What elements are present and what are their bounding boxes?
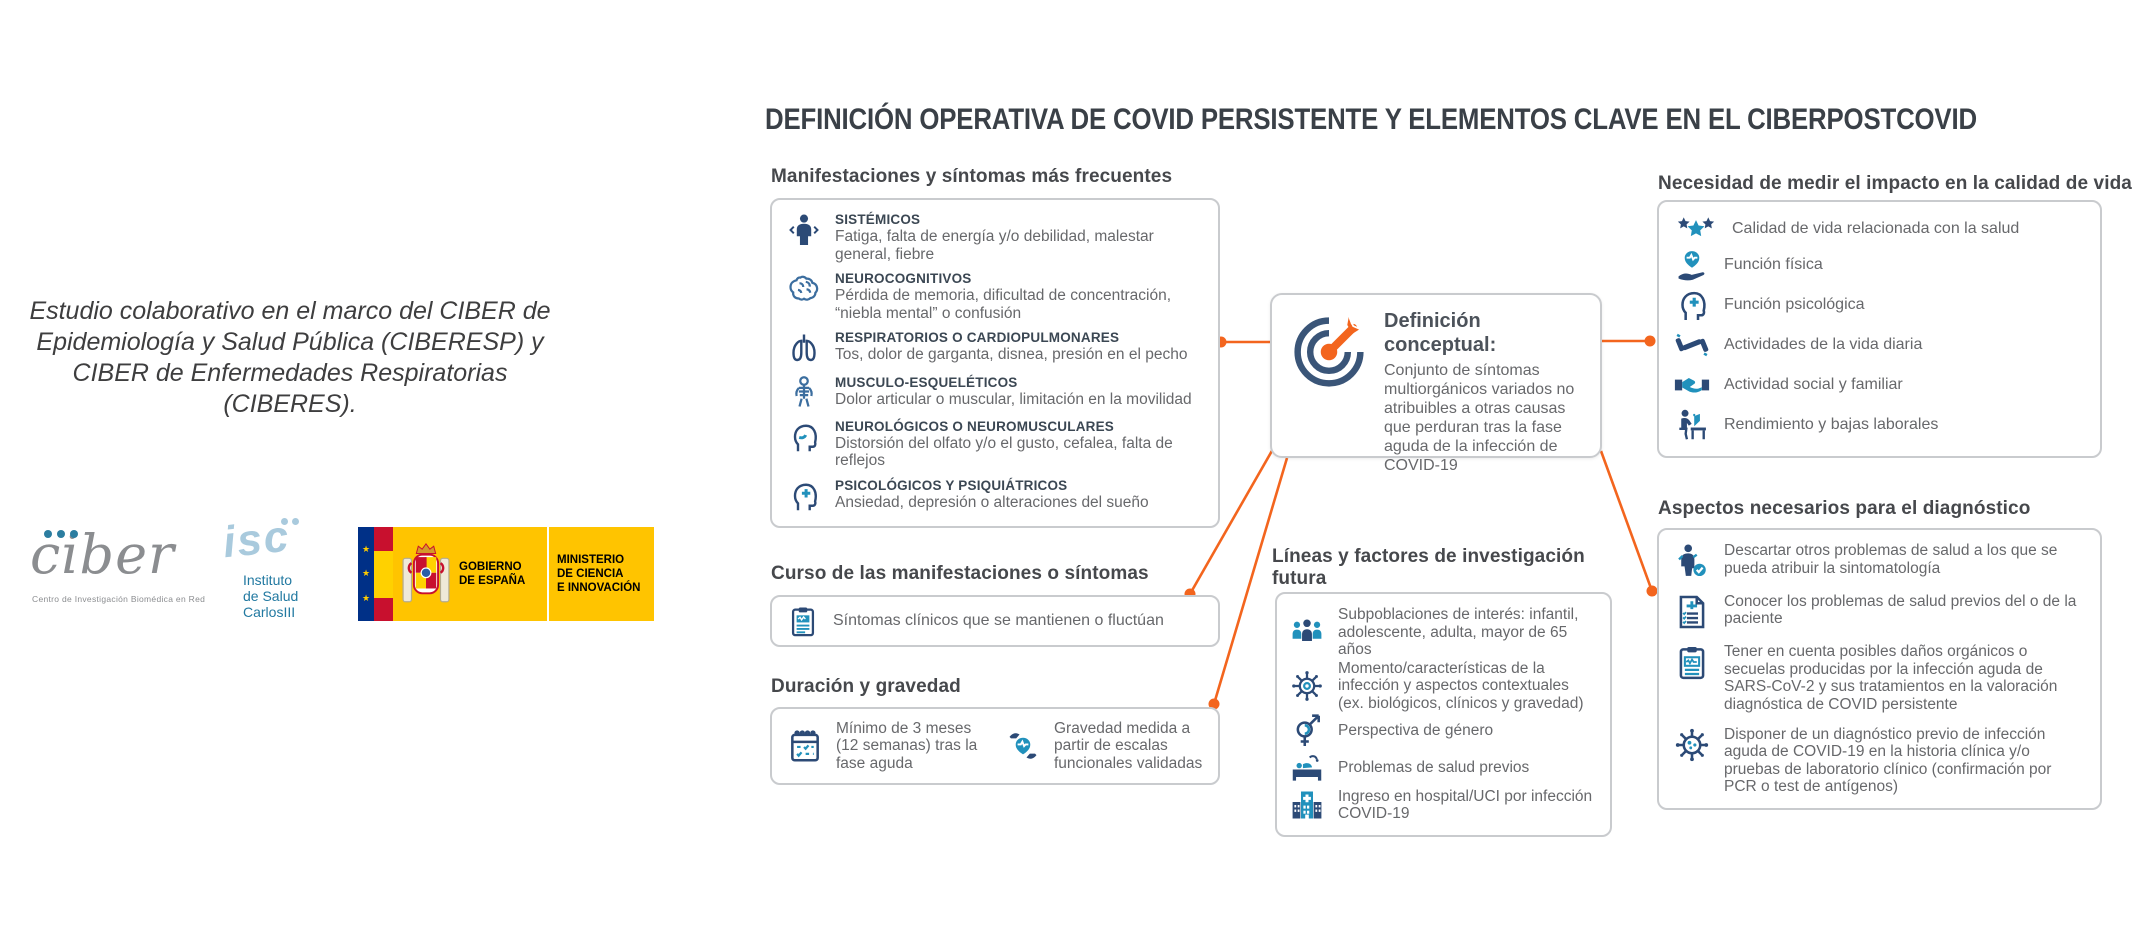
ciber-tagline: Centro de Investigación Biomédica en Red <box>32 594 206 604</box>
symptom-desc: Fatiga, falta de energía y/o debilidad, … <box>835 228 1154 263</box>
section-header-curso: Curso de las manifestaciones o síntomas <box>771 563 1149 584</box>
ciber-logo-dots <box>44 530 78 538</box>
list-item: NEUROCOGNITIVOS Pérdida de memoria, difi… <box>786 271 1204 322</box>
necesidad-box: Calidad de vida relacionada con la salud… <box>1657 200 2102 458</box>
list-item: Función psicológica <box>1673 286 2086 324</box>
symptom-label: MUSCULO-ESQUELÉTICOS <box>835 374 1018 390</box>
definicion-conceptual-box: Definición conceptual: Conjunto de sínto… <box>1270 293 1602 474</box>
list-item: Problemas de salud previos <box>1289 750 1598 786</box>
list-item: Disponer de un diagnóstico previo de inf… <box>1673 726 2086 796</box>
symptom-label: RESPIRATORIOS O CARDIOPULMONARES <box>835 330 1120 346</box>
list-item: Subpoblaciones de interés: infantil, ado… <box>1289 606 1598 659</box>
symptom-label: SISTÉMICOS <box>835 212 921 227</box>
list-item: Conocer los problemas de salud previos d… <box>1673 593 2086 631</box>
curso-box: Síntomas clínicos que se mantienen o flu… <box>770 595 1220 647</box>
brain-icon <box>786 271 822 307</box>
list-item: Perspectiva de género <box>1289 713 1598 749</box>
duracion-box: Mínimo de 3 meses (12 semanas) tras la f… <box>770 707 1220 785</box>
person-check-icon <box>1673 542 1711 580</box>
aspectos-box: Descartar otros problemas de salud a los… <box>1657 528 2102 810</box>
spain-flag <box>374 527 393 621</box>
section-header-duracion: Duración y gravedad <box>771 676 961 697</box>
document-plus-icon <box>1673 593 1711 631</box>
dumbbell-icon <box>1673 326 1711 364</box>
calendar-check-icon <box>786 727 824 765</box>
symptom-label: PSICOLÓGICOS Y PSIQUIÁTRICOS <box>835 477 1068 493</box>
list-item: Mínimo de 3 meses (12 semanas) tras la f… <box>786 720 986 773</box>
list-item: Actividad social y familiar <box>1673 366 2086 404</box>
head-psychology-icon <box>1673 286 1711 324</box>
section-header-necesidad: Necesidad de medir el impacto en la cali… <box>1658 173 2132 194</box>
list-item: Descartar otros problemas de salud a los… <box>1673 542 2086 580</box>
gender-icon <box>1289 713 1325 749</box>
clipboard-chart-icon <box>786 604 820 638</box>
flag-blue-stripe: ★ ★ ★ <box>358 527 374 621</box>
work-desk-icon <box>1673 406 1711 444</box>
symptom-label: NEUROCOGNITIVOS <box>835 271 972 287</box>
head-smell-icon <box>786 419 822 455</box>
clipboard-pulse-icon <box>1673 643 1711 681</box>
manifestaciones-box: SISTÉMICOS Fatiga, falta de energía y/o … <box>770 198 1220 528</box>
logo-divider <box>547 527 549 621</box>
patient-bed-icon <box>1289 750 1325 786</box>
duracion-text: Mínimo de 3 meses (12 semanas) tras la f… <box>836 719 978 772</box>
symptom-label: NEUROLÓGICOS O NEUROMUSCULARES <box>835 418 1115 434</box>
coat-of-arms-icon <box>393 527 459 621</box>
list-item: Tener en cuenta posibles daños orgánicos… <box>1673 643 2086 713</box>
list-item: Función física <box>1673 246 2086 284</box>
isciii-script: isc <box>220 511 293 568</box>
list-item: SISTÉMICOS Fatiga, falta de energía y/o … <box>786 212 1204 263</box>
systemic-person-icon <box>786 212 822 248</box>
list-item: MUSCULO-ESQUELÉTICOS Dolor articular o m… <box>786 375 1204 411</box>
symptom-desc: Pérdida de memoria, dificultad de concen… <box>835 287 1172 322</box>
target-dart-icon <box>1286 309 1372 395</box>
handshake-icon <box>1673 366 1711 404</box>
list-item: Gravedad medida a partir de escalas func… <box>1004 720 1204 773</box>
symptom-desc: Dolor articular o muscular, limitación e… <box>835 390 1192 408</box>
list-item: Síntomas clínicos que se mantienen o flu… <box>786 604 1164 638</box>
virus-icon <box>1289 668 1325 704</box>
isciii-logo: isc Instituto de Salud CarlosIII <box>220 511 333 638</box>
virus-diagnosis-icon <box>1673 726 1711 764</box>
list-item: NEUROLÓGICOS O NEUROMUSCULARES Distorsió… <box>786 419 1204 470</box>
curso-text: Síntomas clínicos que se mantienen o flu… <box>833 612 1164 629</box>
ministerio-text: MINISTERIO DE CIENCIA E INNOVACIÓN <box>557 554 641 594</box>
symptom-desc: Ansiedad, depresión o alteraciones del s… <box>835 493 1149 511</box>
gravedad-text: Gravedad medida a partir de escalas func… <box>1054 719 1203 772</box>
study-note: Estudio colaborativo en el marco del CIB… <box>29 297 551 418</box>
lungs-icon <box>786 330 822 366</box>
list-item: Rendimiento y bajas laborales <box>1673 406 2086 444</box>
ciber-logo: ciber Centro de Investigación Biomédica … <box>30 523 205 610</box>
list-item: RESPIRATORIOS O CARDIOPULMONARES Tos, do… <box>786 330 1204 366</box>
definicion-text: Conjunto de síntomas multiorgánicos vari… <box>1384 362 1575 474</box>
lineas-box: Subpoblaciones de interés: infantil, ado… <box>1275 592 1612 837</box>
symptom-desc: Distorsión del olfato y/o el gusto, cefa… <box>835 434 1173 470</box>
head-psychology-icon <box>786 478 822 514</box>
gobierno-text: GOBIERNO DE ESPAÑA <box>459 561 526 587</box>
gobierno-espana-logo: ★ ★ ★ GOBIERNO DE ESPAÑA <box>358 527 654 621</box>
section-header-lineas: Líneas y factores de investigación futur… <box>1272 546 1585 589</box>
list-item: Ingreso en hospital/UCI por infección CO… <box>1289 787 1598 823</box>
heart-pulse-hand-icon <box>1673 246 1711 284</box>
section-header-manifestaciones: Manifestaciones y síntomas más frecuente… <box>771 166 1173 187</box>
page-title: DEFINICIÓN OPERATIVA DE COVID PERSISTENT… <box>765 103 1977 136</box>
list-item: Actividades de la vida diaria <box>1673 326 2086 364</box>
definicion-title: Definición conceptual: <box>1384 310 1497 356</box>
ciber-wordmark: ciber <box>30 523 175 586</box>
stars-icon <box>1673 214 1719 244</box>
skeleton-icon <box>786 375 822 411</box>
heart-hands-icon <box>1004 727 1042 765</box>
section-header-aspectos: Aspectos necesarios para el diagnóstico <box>1658 498 2031 519</box>
list-item: Calidad de vida relacionada con la salud <box>1673 214 2086 244</box>
people-group-icon <box>1289 614 1325 650</box>
list-item: Momento/características de la infección … <box>1289 660 1598 713</box>
symptom-desc: Tos, dolor de garganta, disnea, presión … <box>835 346 1188 364</box>
isciii-name: Instituto de Salud CarlosIII <box>243 572 299 620</box>
hospital-icon <box>1289 787 1325 823</box>
isciii-logo-dots <box>281 518 299 525</box>
list-item: PSICOLÓGICOS Y PSIQUIÁTRICOS Ansiedad, d… <box>786 478 1204 514</box>
